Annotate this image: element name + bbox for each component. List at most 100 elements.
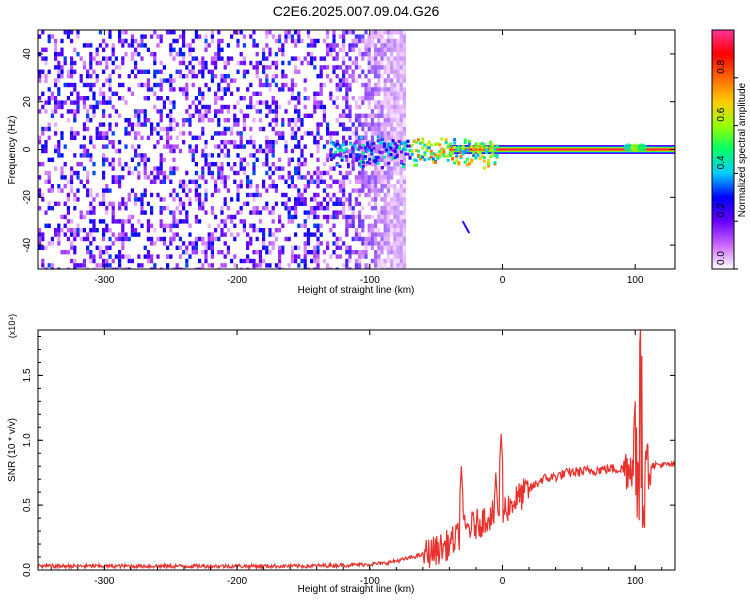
heatmap-cell: [399, 223, 403, 228]
heatmap-cell: [153, 179, 157, 184]
heatmap-cell: [354, 43, 358, 48]
heatmap-cell: [271, 118, 275, 123]
heatmap-cell: [54, 201, 58, 206]
heatmap-cell: [374, 188, 378, 193]
heatmap-cell: [255, 236, 259, 242]
heatmap-cell: [156, 131, 160, 136]
heatmap-cell: [38, 232, 42, 237]
heatmap-cell: [41, 47, 45, 52]
heatmap-cell: [153, 30, 157, 35]
heatmap-cell: [303, 201, 307, 206]
y-tick-label: 1.5: [22, 368, 33, 382]
heatmap-cell: [374, 206, 378, 211]
heatmap-cell: [316, 38, 320, 44]
heatmap-cell: [111, 166, 115, 171]
heatmap-cell: [313, 140, 317, 145]
heatmap-cell: [140, 223, 144, 228]
heatmap-cell: [313, 232, 317, 237]
heatmap-cell: [95, 74, 99, 79]
heatmap-cell: [262, 162, 266, 167]
heatmap-cell: [140, 135, 144, 140]
heatmap-cell: [313, 104, 317, 110]
heatmap-cell: [214, 228, 218, 233]
heatmap-cell: [358, 104, 362, 110]
heatmap-cell: [223, 131, 227, 136]
heatmap-cell: [239, 30, 243, 35]
heatmap-cell: [390, 263, 394, 268]
heatmap-cell: [351, 210, 355, 215]
heatmap-cell: [82, 214, 86, 220]
heatmap-cell: [313, 197, 317, 202]
heatmap-cell: [399, 197, 403, 202]
heatmap-cell: [86, 192, 90, 198]
heatmap-cell: [374, 263, 378, 268]
heatmap-cell: [146, 47, 150, 52]
heatmap-cell: [374, 179, 378, 184]
heatmap-cell: [399, 201, 403, 206]
heatmap-cell: [182, 241, 186, 246]
heatmap-cell: [217, 30, 221, 35]
heatmap-cell: [297, 96, 301, 101]
heatmap-cell: [246, 104, 250, 110]
heatmap-cell: [210, 69, 214, 74]
heatmap-cell: [278, 157, 282, 162]
signal-blob: [351, 150, 355, 154]
heatmap-cell: [127, 254, 131, 259]
signal-blob: [461, 145, 465, 149]
heatmap-cell: [348, 254, 352, 259]
heatmap-cell: [162, 104, 166, 110]
heatmap-cell: [258, 82, 262, 88]
heatmap-cell: [393, 69, 397, 74]
heatmap-cell: [316, 263, 320, 268]
heatmap-cell: [380, 126, 384, 132]
heatmap-cell: [300, 197, 304, 202]
heatmap-cell: [121, 219, 125, 224]
heatmap-cell: [326, 43, 330, 48]
signal-blob: [355, 156, 359, 160]
heatmap-cell: [63, 56, 67, 61]
heatmap-cell: [370, 157, 374, 162]
heatmap-cell: [89, 74, 93, 79]
heatmap-cell: [322, 113, 326, 118]
heatmap-cell: [287, 263, 291, 268]
heatmap-cell: [73, 197, 77, 202]
heatmap-cell: [383, 78, 387, 83]
signal-blob: [480, 143, 484, 147]
heatmap-cell: [86, 179, 90, 184]
heatmap-cell: [210, 162, 214, 167]
heatmap-cell: [236, 232, 240, 237]
heatmap-cell: [287, 210, 291, 215]
heatmap-cell: [367, 263, 371, 268]
heatmap-cell: [57, 74, 61, 79]
heatmap-cell: [172, 188, 176, 193]
heatmap-cell: [386, 38, 390, 44]
heatmap-cell: [393, 113, 397, 118]
heatmap-cell: [380, 52, 384, 57]
heatmap-cell: [214, 91, 218, 96]
heatmap-cell: [319, 232, 323, 237]
heatmap-cell: [178, 60, 182, 66]
heatmap-cell: [249, 258, 253, 264]
heatmap-cell: [271, 219, 275, 224]
signal-blob: [414, 149, 418, 153]
heatmap-cell: [249, 60, 253, 66]
heatmap-cell: [108, 34, 112, 39]
heatmap-cell: [143, 96, 147, 101]
signal-blob: [476, 150, 480, 154]
heatmap-cell: [86, 267, 90, 269]
heatmap-cell: [402, 157, 406, 162]
heatmap-cell: [342, 78, 346, 83]
heatmap-cell: [335, 241, 339, 246]
heatmap-cell: [194, 135, 198, 140]
heatmap-cell: [390, 245, 394, 250]
heatmap-cell: [297, 91, 301, 96]
heatmap-cell: [348, 197, 352, 202]
signal-blob: [410, 149, 414, 153]
heatmap-cell: [297, 100, 301, 105]
heatmap-cell: [364, 135, 368, 140]
heatmap-cell: [95, 52, 99, 57]
heatmap-cell: [252, 43, 256, 48]
heatmap-cell: [390, 113, 394, 118]
heatmap-cell: [76, 188, 80, 193]
signal-blob: [476, 153, 480, 157]
